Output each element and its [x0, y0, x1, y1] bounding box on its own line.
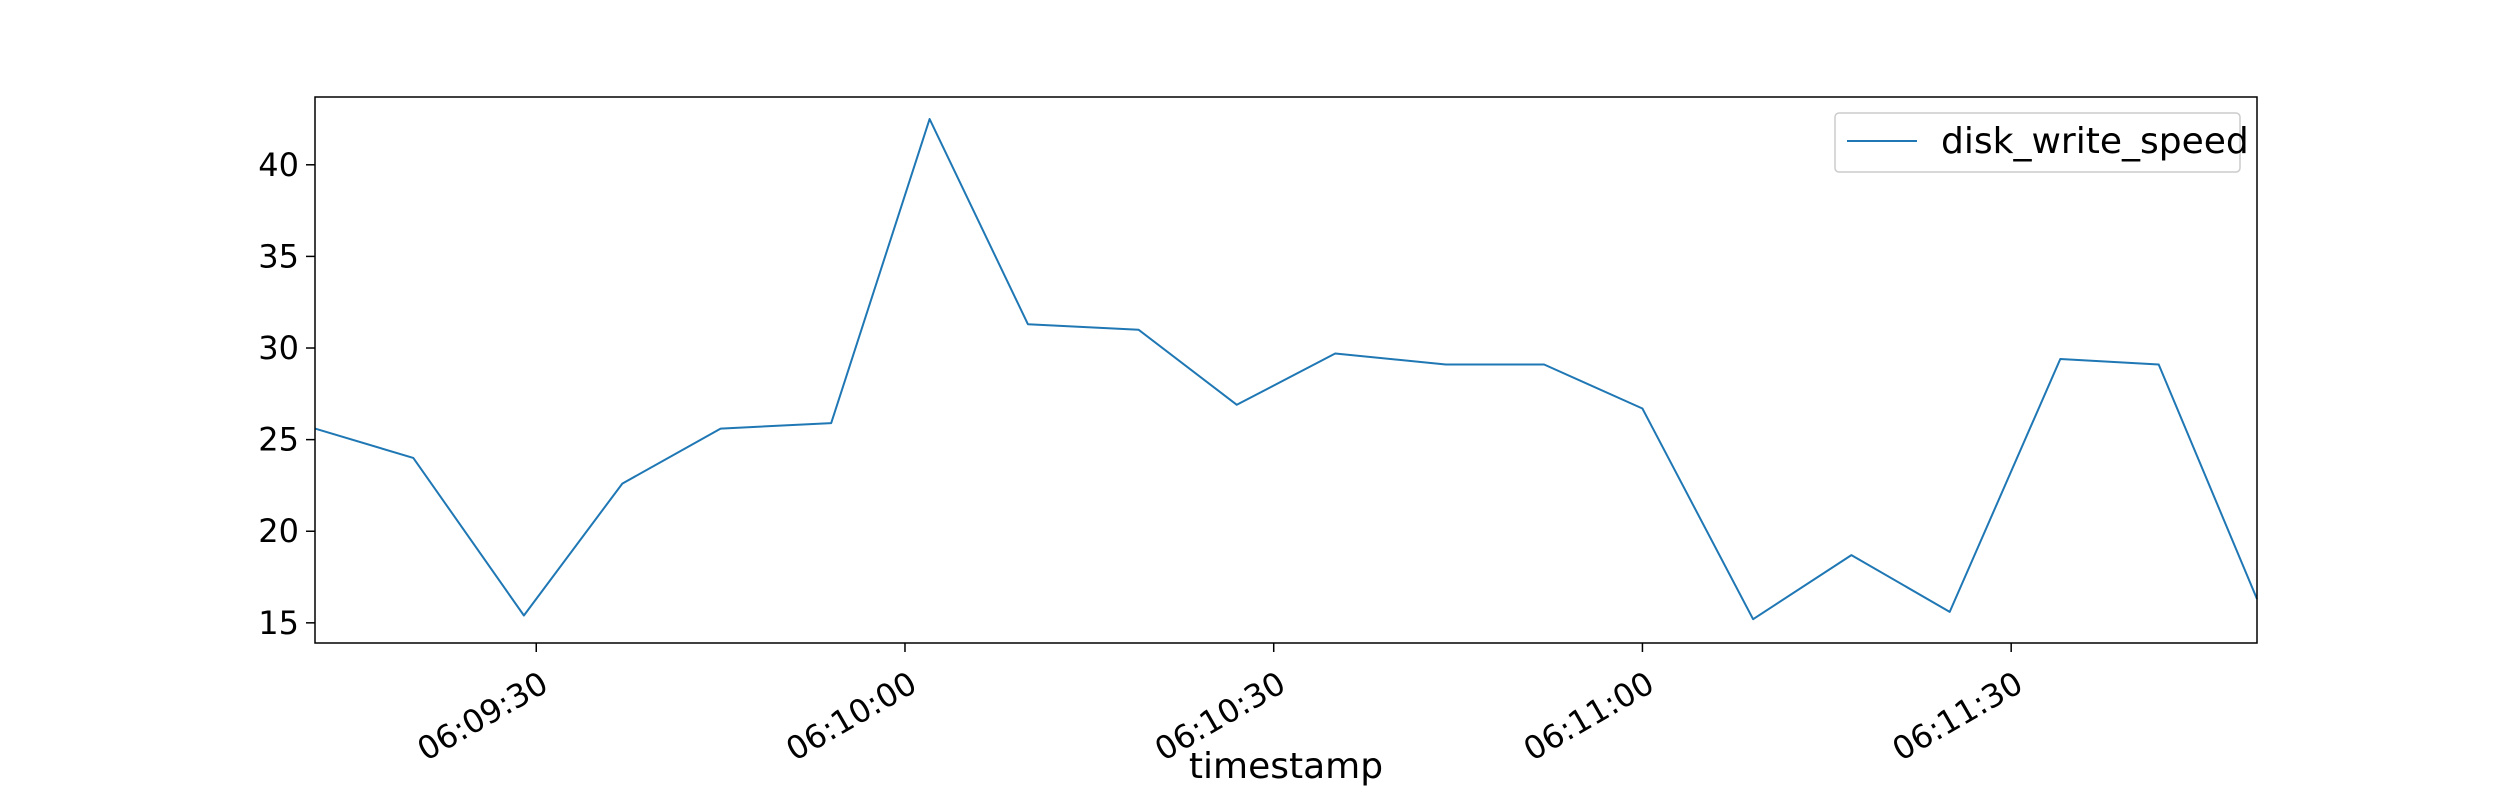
- x-tick-label: 06:10:00: [780, 664, 923, 769]
- x-axis-label: timestamp: [1189, 746, 1383, 787]
- y-tick-label: 15: [258, 604, 299, 642]
- x-tick-label: 06:11:30: [1886, 664, 2029, 769]
- y-tick-label: 25: [258, 421, 299, 459]
- x-tick-label: 06:09:30: [411, 664, 554, 769]
- legend-label-disk-write-speed: disk_write_speed: [1941, 121, 2249, 162]
- plot-frame: [314, 96, 2258, 644]
- y-tick-label: 20: [258, 512, 299, 550]
- y-tick-label: 35: [258, 237, 299, 275]
- legend: disk_write_speed: [1834, 112, 2249, 173]
- y-tick-label: 30: [258, 329, 299, 367]
- x-tick-label: 06:11:00: [1517, 664, 1660, 769]
- y-tick-label: 40: [258, 146, 299, 184]
- legend-box: [1834, 112, 2241, 173]
- series-line-disk-write-speed: [314, 118, 2258, 621]
- plot-area: [314, 118, 2258, 621]
- y-axis-ticks: 15 20 25 30 35 40: [258, 146, 315, 642]
